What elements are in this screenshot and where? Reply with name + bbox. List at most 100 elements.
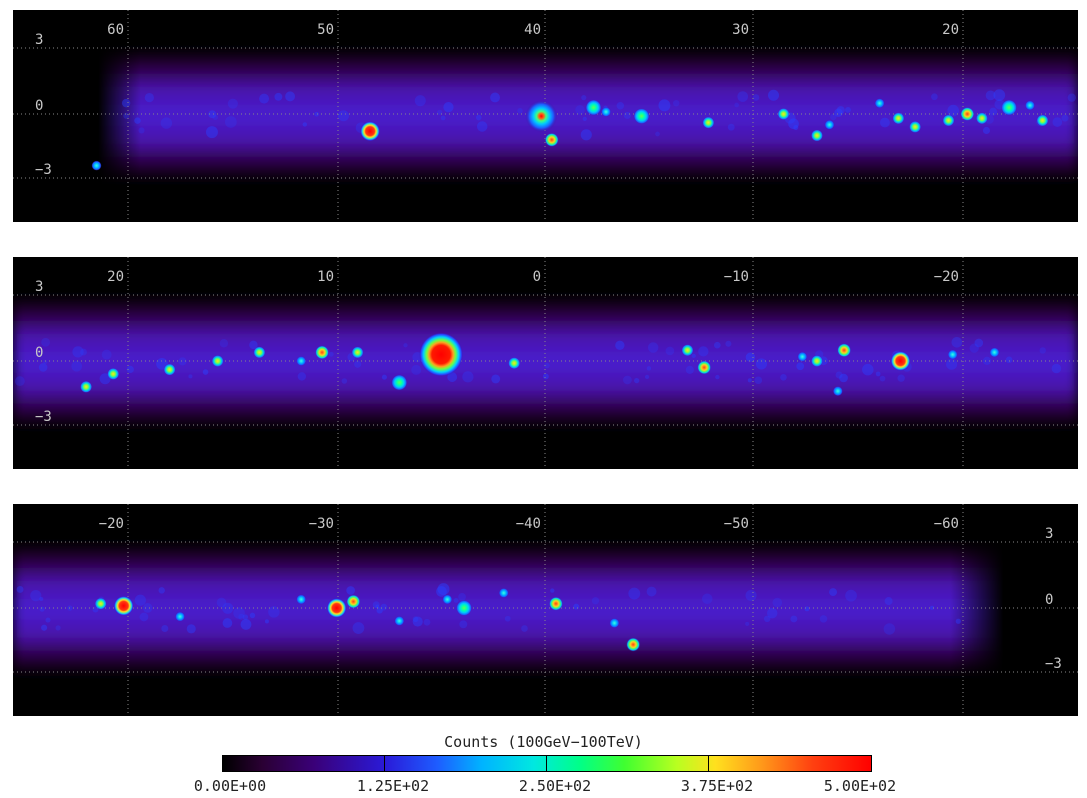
- latitude-tick-label: 0: [35, 98, 43, 114]
- diffuse-emission: [242, 614, 249, 620]
- diffuse-emission: [658, 99, 671, 112]
- diffuse-emission: [412, 616, 419, 623]
- diffuse-emission: [616, 102, 625, 110]
- diffuse-emission: [354, 360, 362, 368]
- diffuse-emission: [41, 337, 51, 347]
- diffuse-emission: [701, 593, 713, 605]
- gamma-ray-source: [989, 347, 1000, 358]
- colorbar-gradient: [222, 755, 872, 772]
- diffuse-emission: [982, 356, 992, 365]
- gamma-ray-source: [296, 594, 307, 605]
- diffuse-emission: [249, 340, 258, 350]
- diffuse-emission: [685, 365, 694, 374]
- diffuse-emission: [835, 371, 843, 379]
- diffuse-emission: [134, 117, 141, 124]
- diffuse-emission: [381, 374, 387, 380]
- diffuse-emission: [715, 374, 720, 380]
- diffuse-emission: [550, 588, 555, 593]
- diffuse-emission: [647, 342, 659, 353]
- latitude-tick-label: −3: [35, 409, 52, 425]
- diffuse-emission: [121, 98, 131, 108]
- gamma-ray-source: [1001, 99, 1018, 116]
- gamma-ray-source: [960, 107, 975, 121]
- diffuse-emission: [747, 378, 752, 383]
- diffuse-emission: [623, 375, 632, 385]
- diffuse-emission: [462, 371, 474, 383]
- diffuse-emission: [16, 585, 24, 593]
- gamma-ray-source: [909, 120, 922, 133]
- diffuse-emission: [591, 597, 600, 605]
- gamma-ray-source: [1036, 114, 1049, 127]
- diffuse-emission: [672, 99, 680, 107]
- longitude-tick-label: 50: [317, 22, 334, 38]
- diffuse-emission: [834, 108, 843, 117]
- diffuse-emission: [346, 586, 355, 595]
- diffuse-emission: [372, 601, 380, 609]
- diffuse-emission: [517, 108, 523, 114]
- latitude-tick-label: −3: [35, 162, 52, 178]
- gamma-ray-source: [1024, 100, 1035, 111]
- diffuse-emission: [403, 343, 408, 348]
- gamma-ray-source: [601, 106, 612, 117]
- colorbar-label-2: 2.50E+02: [518, 777, 592, 795]
- diffuse-emission: [411, 364, 422, 375]
- longitude-tick-label: −60: [934, 516, 959, 532]
- diffuse-emission: [212, 114, 218, 120]
- gamma-ray-source: [702, 116, 715, 129]
- diffuse-emission: [224, 116, 237, 128]
- gamma-ray-source: [525, 100, 558, 133]
- diffuse-emission: [993, 89, 1006, 101]
- diffuse-emission: [186, 624, 196, 634]
- diffuse-emission: [1061, 114, 1069, 122]
- diffuse-emission: [974, 338, 984, 348]
- latitude-tick-label: 0: [1045, 592, 1053, 608]
- diffuse-emission: [830, 113, 837, 121]
- gamma-ray-source: [832, 386, 843, 397]
- diffuse-emission: [793, 124, 799, 131]
- diffuse-emission: [144, 92, 154, 103]
- gamma-ray-source: [394, 615, 405, 626]
- gamma-ray-source: [94, 597, 107, 610]
- diffuse-emission: [160, 117, 173, 129]
- gamma-ray-source: [947, 349, 958, 360]
- diffuse-emission: [644, 374, 650, 379]
- gamma-ray-source: [442, 594, 453, 605]
- diffuse-emission: [352, 622, 365, 634]
- diffuse-emission: [216, 597, 227, 608]
- diffuse-emission: [931, 93, 938, 101]
- diffuse-emission: [752, 94, 760, 101]
- gamma-ray-source: [456, 600, 473, 616]
- diffuse-emission: [437, 583, 450, 596]
- gamma-ray-source: [419, 332, 464, 377]
- diffuse-emission: [521, 625, 528, 632]
- gamma-ray-source: [810, 129, 823, 142]
- colorbar-title: Counts (100GeV−100TeV): [444, 733, 643, 751]
- diffuse-emission: [38, 363, 48, 372]
- diffuse-emission: [443, 101, 454, 113]
- diffuse-emission: [43, 359, 48, 365]
- diffuse-emission: [845, 107, 851, 113]
- diffuse-emission: [780, 374, 787, 381]
- diffuse-emission: [14, 376, 25, 387]
- diffuse-emission: [1067, 93, 1076, 102]
- gamma-ray-source: [91, 160, 102, 171]
- gamma-ray-source: [810, 355, 823, 367]
- gamma-ray-source: [681, 344, 694, 357]
- longitude-tick-label: −10: [724, 269, 749, 285]
- gamma-ray-source: [609, 618, 620, 629]
- diffuse-emission: [475, 114, 482, 121]
- colorbar-tick-mark: [384, 756, 385, 771]
- diffuse-emission: [790, 615, 798, 623]
- diffuse-emission: [188, 374, 193, 379]
- diffuse-emission: [804, 606, 810, 612]
- diffuse-emission: [504, 615, 511, 622]
- gamma-ray-source: [175, 611, 186, 622]
- diffuse-emission: [1039, 347, 1046, 354]
- diffuse-emission: [615, 340, 625, 350]
- gamma-ray-source: [892, 112, 905, 125]
- diffuse-emission: [845, 589, 857, 602]
- diffuse-emission: [947, 104, 960, 117]
- sky-map-panel-1: 60 50 40 30 20 3 0 −3: [13, 10, 1078, 222]
- diffuse-emission: [412, 616, 423, 627]
